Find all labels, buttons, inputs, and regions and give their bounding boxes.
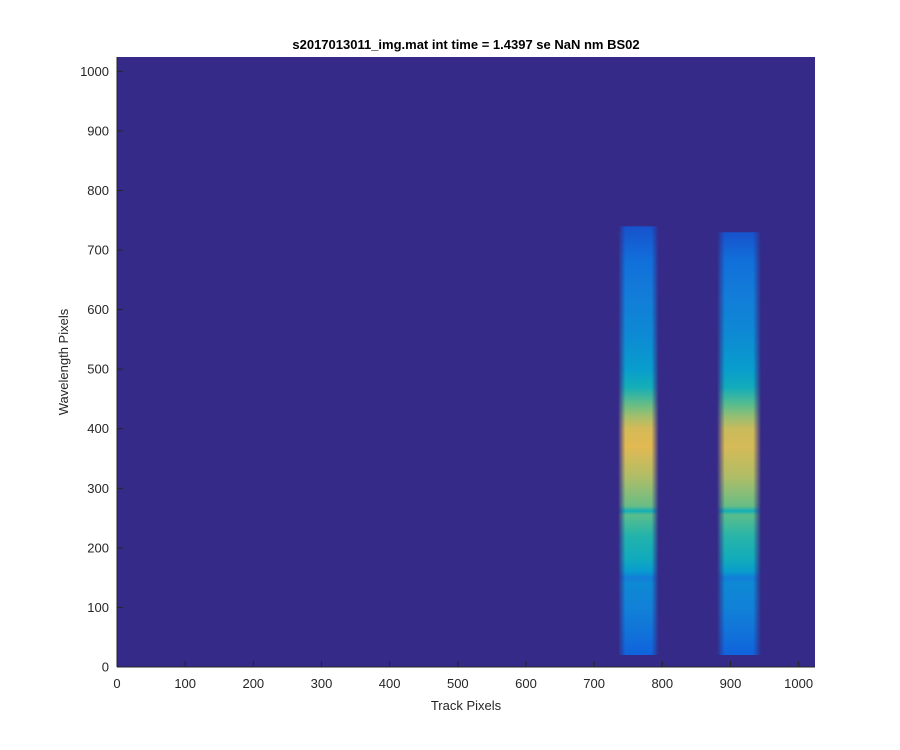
axes-layer: 0 100 200 300 400 500 600 700 800 900 1000 0 100 200 3… — [80, 57, 815, 691]
y-tick-label: 1000 — [80, 64, 109, 79]
x-tick-label: 1000 — [784, 676, 813, 691]
bands-layer — [618, 226, 762, 656]
x-tick-label: 700 — [583, 676, 605, 691]
y-tick-label: 600 — [87, 302, 109, 317]
x-tick-label: 600 — [515, 676, 537, 691]
spectrum-band-1 — [618, 226, 659, 656]
x-tick-label: 900 — [720, 676, 742, 691]
x-axis-label: Track Pixels — [431, 698, 502, 713]
y-tick-label: 200 — [87, 540, 109, 555]
x-tick-label: 400 — [379, 676, 401, 691]
y-tick-label: 100 — [87, 600, 109, 615]
x-tick-label: 800 — [651, 676, 673, 691]
x-tick-label: 300 — [311, 676, 333, 691]
x-tick-label: 500 — [447, 676, 469, 691]
y-tick-label: 300 — [87, 481, 109, 496]
y-tick-label: 700 — [87, 243, 109, 258]
spectrum-band-2 — [716, 232, 762, 656]
y-tick-label: 800 — [87, 183, 109, 198]
plot-area — [117, 57, 815, 667]
y-tick-label: 0 — [102, 660, 109, 675]
y-axis-label: Wavelength Pixels — [56, 308, 71, 415]
y-tick-label: 500 — [87, 362, 109, 377]
y-tick-label: 400 — [87, 421, 109, 436]
x-tick-label: 200 — [242, 676, 264, 691]
x-tick-label: 0 — [113, 676, 120, 691]
x-tick-label: 100 — [174, 676, 196, 691]
chart-title: s2017013011_img.mat int time = 1.4397 se… — [292, 37, 639, 52]
y-tick-label: 900 — [87, 123, 109, 138]
